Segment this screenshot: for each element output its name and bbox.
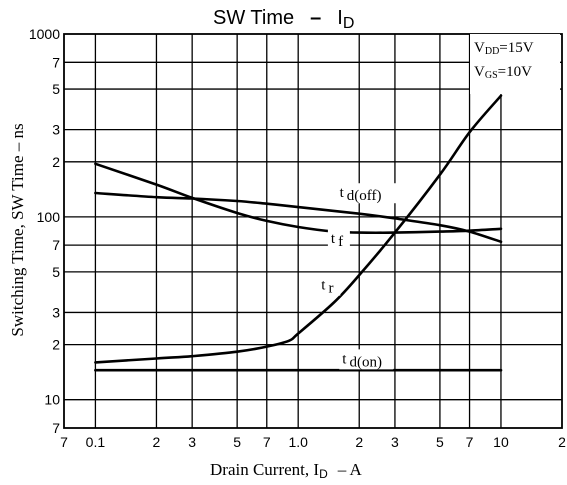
y-tick-label: 7 [52,54,60,70]
y-tick-label: 5 [52,81,60,97]
x-tick-label: 2 [355,434,363,450]
x-tick-label: 5 [436,434,444,450]
x-tick-label: 7 [466,434,474,450]
x-tick-label: 5 [233,434,241,450]
x-tick-label: 2 [153,434,161,450]
y-tick-label: 1000 [29,26,60,42]
y-tick-label: 2 [52,337,60,353]
ticks: 7 0.1 2 3 5 7 1.0 2 3 5 7 10 2 7 10 2 3 5 7 100 2 3 5 7 1000 [29,26,566,450]
grid [64,34,562,428]
condition-vdd: VDD=15V [474,40,534,57]
x-tick-label: 10 [493,434,509,450]
chart-title: SW Time – ID [213,7,354,32]
y-tick-label: 3 [52,122,60,138]
y-tick-label: 5 [52,264,60,280]
series-lines [94,94,503,372]
y-tick-label: 7 [52,420,60,436]
plot-frame [63,33,563,429]
x-tick-label: 7 [60,434,68,450]
y-tick-label: 3 [52,304,60,320]
series-line-2 [94,94,503,364]
series-label-bg [327,228,350,249]
y-tick-label: 2 [52,154,60,170]
series-label-bg [339,349,394,370]
y-tick-label: 7 [52,237,60,253]
series-line-1 [94,162,503,235]
series-label-bg [336,183,399,204]
x-tick-label: 2 [558,434,566,450]
y-tick-label: 100 [37,209,61,225]
series-label: t d(on) [342,351,382,370]
x-axis-label: Drain Current, ID – A [210,460,363,481]
series-labels: t d(off) t f t r t d(on) [318,183,399,370]
series-label: t d(off) [340,185,382,204]
conditions-box [470,34,560,94]
series-label-bg [318,275,341,296]
y-axis-label: Switching Time, SW Time – ns [8,123,27,336]
x-tick-label: 3 [391,434,399,450]
condition-vgs: VGS=10V [474,64,532,81]
series-line-0 [94,191,503,244]
x-tick-label: 0.1 [86,434,106,450]
y-tick-label: 10 [44,392,60,408]
x-tick-label: 3 [188,434,196,450]
x-tick-label: 1.0 [288,434,308,450]
x-tick-label: 7 [263,434,271,450]
